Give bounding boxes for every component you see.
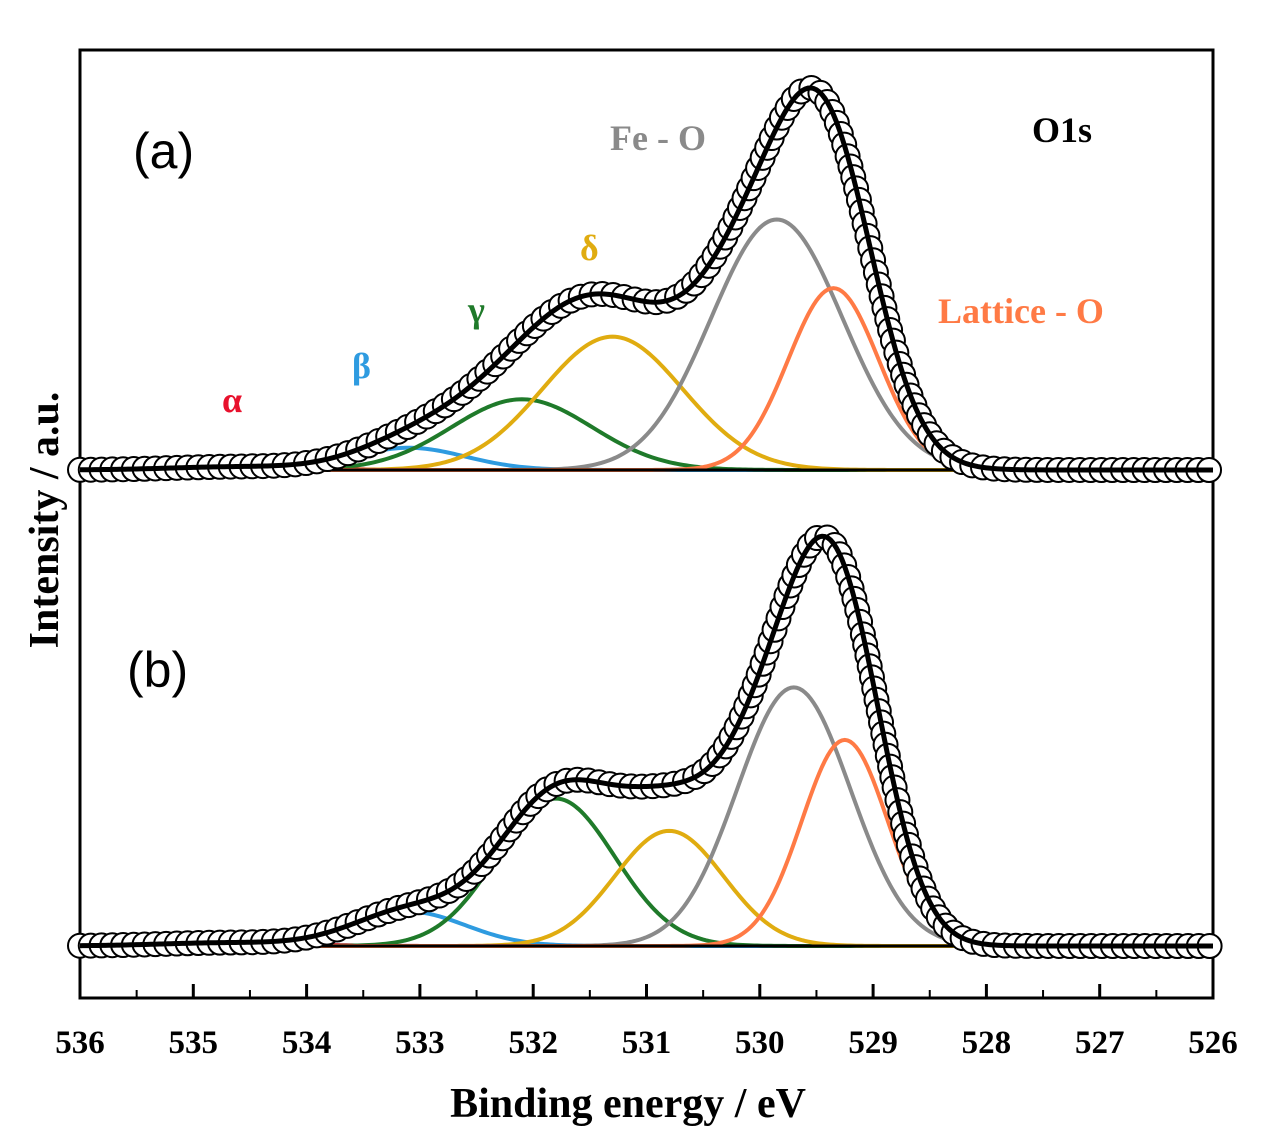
label-gamma: γ xyxy=(467,290,485,330)
panel-a-fit-envelope xyxy=(79,85,1213,473)
label-alpha: α xyxy=(222,380,242,420)
x-tick-label: 533 xyxy=(395,1025,445,1061)
x-tick-label: 528 xyxy=(962,1025,1012,1061)
panel-b-fit-envelope xyxy=(79,533,1213,949)
label-delta: δ xyxy=(580,228,599,268)
panel-b-component-gamma xyxy=(80,796,1213,948)
panel-b-component-feo xyxy=(80,685,1213,948)
panel-b-label: (b) xyxy=(127,642,188,698)
panel-a-component-delta xyxy=(80,334,1213,472)
x-tick-label: 526 xyxy=(1188,1025,1238,1061)
panel-b-component-delta xyxy=(80,828,1213,948)
panel-a-label: (a) xyxy=(133,123,194,179)
label-fe-o: Fe - O xyxy=(610,118,706,158)
x-tick-label: 529 xyxy=(848,1025,898,1061)
y-axis-title: Intensity / a.u. xyxy=(22,392,68,649)
panel-a-components xyxy=(79,217,1213,472)
panel-b-components xyxy=(79,685,1213,948)
panel-b xyxy=(67,524,1223,959)
label-lattice-o: Lattice - O xyxy=(938,291,1104,331)
x-tick-label: 535 xyxy=(169,1025,219,1061)
panel-a-component-feo xyxy=(80,217,1213,472)
label-beta: β xyxy=(352,346,371,386)
panel-a xyxy=(67,74,1223,483)
x-axis-title: Binding energy / eV xyxy=(450,1081,806,1127)
plot-frame xyxy=(78,48,1215,1000)
x-tick-label: 531 xyxy=(622,1025,672,1061)
x-tick-label: 532 xyxy=(508,1025,558,1061)
x-tick-label: 534 xyxy=(282,1025,332,1061)
chart-title: O1s xyxy=(1032,110,1092,150)
x-tick-label: 530 xyxy=(735,1025,785,1061)
x-tick-label: 527 xyxy=(1075,1025,1125,1061)
x-axis-ticks: 536 535 534 533 532 531 530 529 528 527 526 xyxy=(55,984,1238,1061)
panel-b-experimental-markers xyxy=(67,524,1223,959)
x-tick-label: 536 xyxy=(55,1025,105,1061)
